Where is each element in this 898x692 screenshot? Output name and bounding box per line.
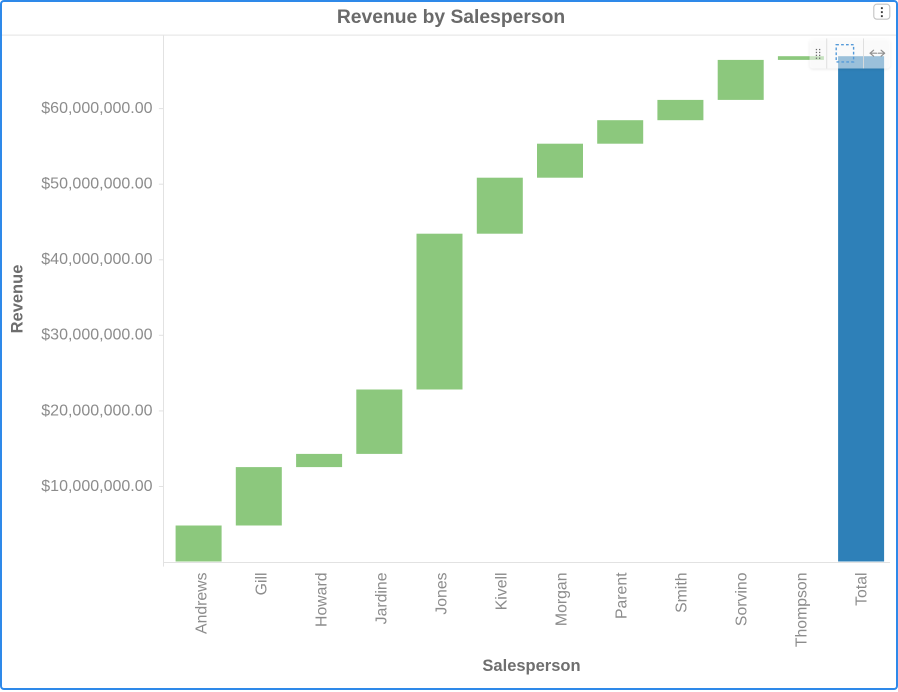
svg-text:Kivell: Kivell <box>493 573 510 611</box>
svg-text:Jardine: Jardine <box>373 572 390 624</box>
svg-text:Howard: Howard <box>314 573 331 627</box>
svg-text:Salesperson: Salesperson <box>482 657 580 675</box>
svg-text:Thompson: Thompson <box>793 573 810 648</box>
svg-text:Smith: Smith <box>673 573 690 613</box>
svg-text:$20,000,000.00: $20,000,000.00 <box>41 402 152 419</box>
svg-text:$30,000,000.00: $30,000,000.00 <box>41 327 152 344</box>
svg-text:Morgan: Morgan <box>553 573 570 627</box>
svg-text:Revenue by Salesperson: Revenue by Salesperson <box>337 7 565 28</box>
svg-text:$10,000,000.00: $10,000,000.00 <box>41 478 152 495</box>
svg-text:Andrews: Andrews <box>194 572 211 634</box>
svg-text:$60,000,000.00: $60,000,000.00 <box>41 100 152 117</box>
svg-text:Parent: Parent <box>613 572 630 619</box>
svg-text:Sorvino: Sorvino <box>733 572 750 626</box>
svg-text:Revenue: Revenue <box>8 265 26 334</box>
svg-text:Total: Total <box>853 573 870 606</box>
svg-text:$50,000,000.00: $50,000,000.00 <box>41 176 152 193</box>
svg-text:$40,000,000.00: $40,000,000.00 <box>41 251 152 268</box>
svg-text:Jones: Jones <box>433 572 450 614</box>
svg-text:Gill: Gill <box>254 573 271 596</box>
